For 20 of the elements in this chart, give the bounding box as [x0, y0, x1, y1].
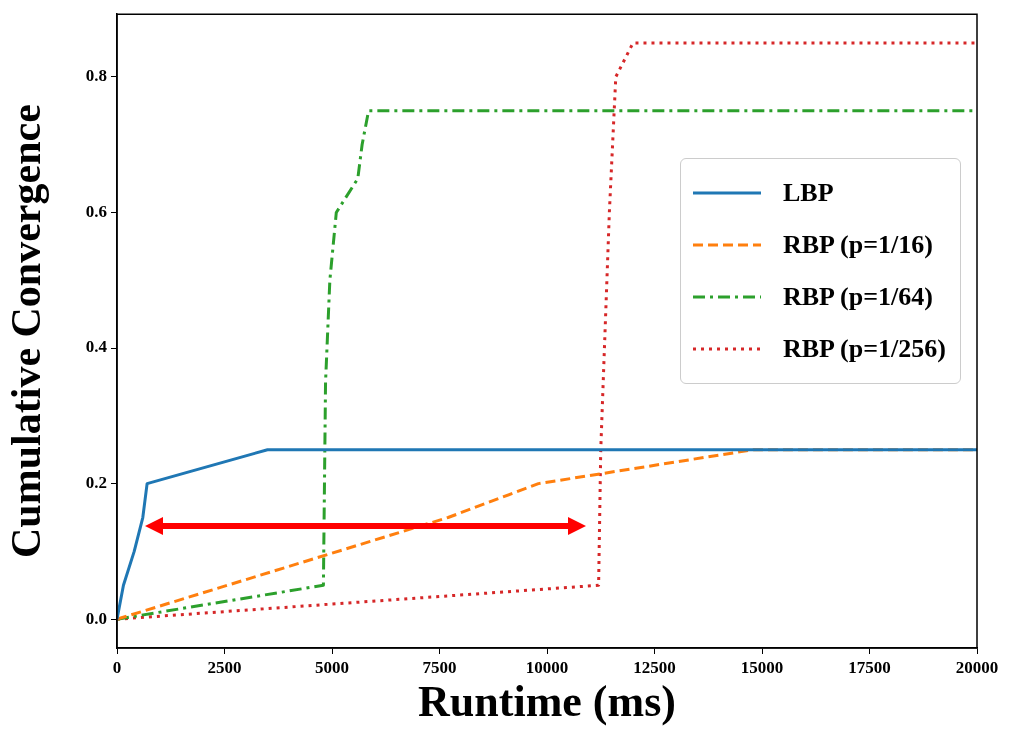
x-tick-label: 7500	[422, 657, 457, 677]
x-tick-label: 2500	[207, 657, 242, 677]
y-tick-label: 0.8	[85, 66, 107, 86]
legend-label: RBP (p=1/16)	[783, 230, 933, 261]
legend-label: LBP	[783, 178, 834, 209]
y-tick-label: 0.0	[85, 608, 107, 628]
x-tick-label: 17500	[848, 657, 891, 677]
y-tick-label: 0.6	[85, 201, 107, 221]
x-tick-label: 0	[112, 657, 122, 677]
y-tick-label: 0.2	[85, 473, 107, 493]
x-tick-label: 20000	[955, 657, 999, 677]
y-axis-title: Cumulative Convergence	[3, 104, 50, 558]
y-tick-label: 0.4	[85, 337, 108, 357]
x-tick-label: 10000	[525, 657, 569, 677]
legend-label: RBP (p=1/64)	[783, 282, 933, 313]
x-tick-label: 5000	[315, 657, 349, 677]
legend-label: RBP (p=1/256)	[783, 334, 946, 365]
x-tick-label: 15000	[740, 657, 784, 677]
x-tick-label: 12500	[633, 657, 676, 677]
x-axis-title: Runtime (ms)	[418, 676, 676, 726]
